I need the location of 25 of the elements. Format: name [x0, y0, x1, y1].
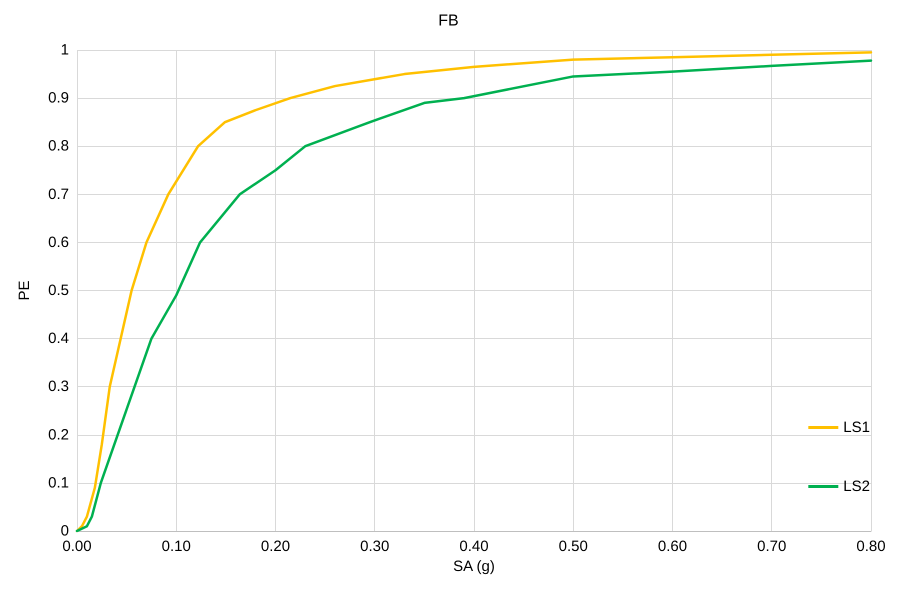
y-tick-label: 0.5 [48, 282, 69, 299]
y-tick-label: 0 [60, 522, 69, 540]
y-tick-label: 0.3 [48, 378, 69, 396]
y-tick-label: 0.6 [48, 234, 69, 251]
y-tick-label: 0.2 [48, 426, 69, 444]
y-tick-label: 0.7 [48, 186, 69, 203]
x-tick-label: 0.50 [558, 538, 588, 555]
x-tick-label: 0.00 [62, 538, 92, 555]
x-tick-label: 0.70 [757, 538, 786, 555]
x-tick-label: 0.40 [459, 538, 489, 555]
y-tick-label: 0.1 [48, 474, 69, 492]
x-axis-title: SA (g) [453, 558, 495, 575]
y-tick-label: 1 [60, 42, 69, 58]
x-tick-label: 0.30 [360, 538, 390, 555]
y-tick-label: 0.8 [48, 138, 69, 155]
legend-label: LS1 [843, 419, 870, 436]
chart-title: FB [438, 12, 459, 30]
y-tick-label: 0.4 [48, 330, 69, 348]
y-tick-label: 0.9 [48, 90, 69, 107]
y-axis-title: PE [16, 280, 33, 301]
x-tick-label: 0.60 [658, 538, 688, 555]
legend-label: LS2 [843, 478, 870, 495]
x-tick-label: 0.10 [162, 538, 191, 555]
x-tick-label: 0.80 [856, 538, 886, 555]
x-tick-label: 0.20 [260, 538, 290, 555]
